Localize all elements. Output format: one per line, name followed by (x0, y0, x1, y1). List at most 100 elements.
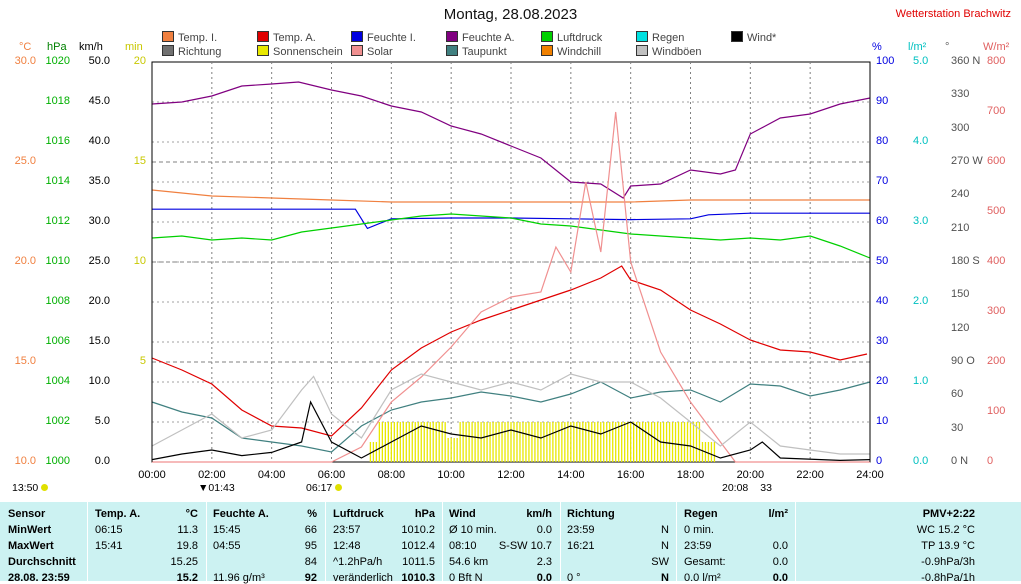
temp-tick: 15.0 (14, 355, 36, 367)
rain-time: 23:59 (684, 540, 712, 552)
temp-tick: 10.0 (14, 455, 36, 467)
pressure-tick: 1016 (45, 135, 70, 147)
legend-swatch (351, 45, 363, 56)
column-separator (206, 502, 207, 581)
humidity-tick: 30 (876, 335, 889, 347)
pmv-row: -0.9hPa/3h (921, 556, 975, 568)
direction-tick: 180 S (951, 255, 980, 267)
direction-value: SW (651, 556, 669, 568)
legend-swatch (636, 45, 648, 56)
temp-header: Temp. A. (95, 508, 141, 520)
sunrise-label: 06:17 (306, 482, 343, 494)
temp-value: 19.8 (176, 540, 198, 552)
legend-item: Feuchte A. (446, 31, 515, 44)
pressure-tick: 1008 (45, 295, 70, 307)
direction-time: 23:59 (567, 524, 595, 536)
direction-tick: 270 W (951, 155, 983, 167)
x-tick: 10:00 (437, 469, 465, 481)
legend-label: Regen (652, 32, 685, 44)
legend-item: Feuchte I. (351, 31, 416, 44)
wind-value: S-SW 10.7 (498, 540, 552, 552)
wind-tick: 50.0 (88, 55, 110, 67)
humidity-tick: 20 (876, 375, 889, 387)
legend-swatch (541, 45, 553, 56)
legend-swatch (446, 31, 458, 42)
legend-item: Temp. I. (162, 31, 217, 44)
legend-swatch (351, 31, 363, 42)
temp-tick: 20.0 (14, 255, 36, 267)
humidity-time: 04:55 (213, 540, 241, 552)
pressure-value: 1010.2 (401, 524, 435, 536)
sunrise-icon (335, 484, 343, 491)
rain-value: 0.0 (772, 572, 788, 584)
rain-time: Gesamt: (684, 556, 726, 568)
wind-time: 0 Bft N (449, 572, 483, 584)
direction-time: 16:21 (567, 540, 595, 552)
solar-tick: 800 (987, 55, 1006, 67)
unit-solar: W/m² (983, 41, 1010, 53)
humidity-time: 15:45 (213, 524, 241, 536)
legend-item: Regen (636, 31, 684, 44)
legend-swatch (636, 31, 648, 42)
rain-tick: 1.0 (913, 375, 929, 387)
wind-value: 0.0 (536, 524, 552, 536)
legend-item: Temp. A. (257, 31, 316, 44)
rain-tick: 3.0 (913, 215, 929, 227)
wind-value: 0.0 (536, 572, 552, 584)
wind-tick: 20.0 (88, 295, 110, 307)
humidity-tick: 40 (876, 295, 889, 307)
pressure-time: 12:48 (333, 540, 361, 552)
rain-value: 0.0 (772, 540, 788, 552)
rain-tick: 5.0 (913, 55, 929, 67)
unit-dir: ° (945, 41, 950, 53)
temp-time: 06:15 (95, 524, 123, 536)
sun-tick: 20 (133, 55, 146, 67)
direction-tick: 240 (951, 188, 970, 201)
sun-tick: 5 (139, 355, 146, 367)
humidity-value: 84 (304, 556, 317, 568)
legend-label: Solar (367, 46, 393, 58)
humidity-tick: 90 (876, 95, 889, 107)
legend-item: Taupunkt (446, 45, 507, 58)
direction-tick: 120 (951, 321, 970, 334)
legend-label: Sonnenschein (273, 46, 343, 58)
legend-swatch (162, 31, 174, 42)
solar-tick: 300 (987, 305, 1006, 317)
legend-item: Windchill (541, 45, 601, 58)
direction-time: 0 ° (567, 572, 581, 584)
wind-time: 08:10 (449, 540, 477, 552)
x-tick: 14:00 (557, 469, 585, 481)
legend-swatch (731, 31, 743, 42)
humidity-value: 66 (304, 524, 317, 536)
humidity-tick: 60 (876, 215, 889, 227)
sensor-row-label: Durchschnitt (8, 556, 76, 568)
humidity-tick: 100 (876, 55, 895, 67)
direction-tick: 0 N (951, 455, 969, 467)
column-separator (325, 502, 326, 581)
pressure-tick: 1014 (45, 175, 70, 187)
unit-temp: °C (19, 41, 32, 53)
x-tick: 18:00 (676, 469, 705, 481)
wind-header: Wind (449, 508, 476, 520)
wind-tick: 35.0 (88, 175, 110, 187)
pressure-tick: 1012 (45, 215, 70, 227)
legend-label: Taupunkt (462, 46, 507, 58)
pmv-row: -0.8hPa/1h (921, 572, 975, 584)
temp-value: 15.2 (176, 572, 198, 584)
unit-pct: % (872, 41, 882, 53)
series-line-2 (151, 81, 871, 199)
direction-tick: 330 (951, 88, 970, 101)
unit-kmh: km/h (79, 41, 103, 53)
column-separator (560, 502, 561, 581)
sensor-row-label: 28.08. 23:59 (8, 572, 70, 584)
sensor-row-label: MaxWert (8, 540, 54, 552)
pressure-tick: 1020 (45, 55, 70, 67)
series-line-0 (151, 265, 868, 437)
solar-tick: 200 (987, 355, 1006, 367)
sun-tick: 15 (133, 155, 146, 167)
humidity-value: 92 (304, 572, 317, 584)
pressure-tick: 1018 (45, 95, 70, 107)
direction-tick: 210 (951, 221, 970, 234)
wind-time: Ø 10 min. (449, 524, 497, 536)
temp-time: 15:41 (95, 540, 123, 552)
